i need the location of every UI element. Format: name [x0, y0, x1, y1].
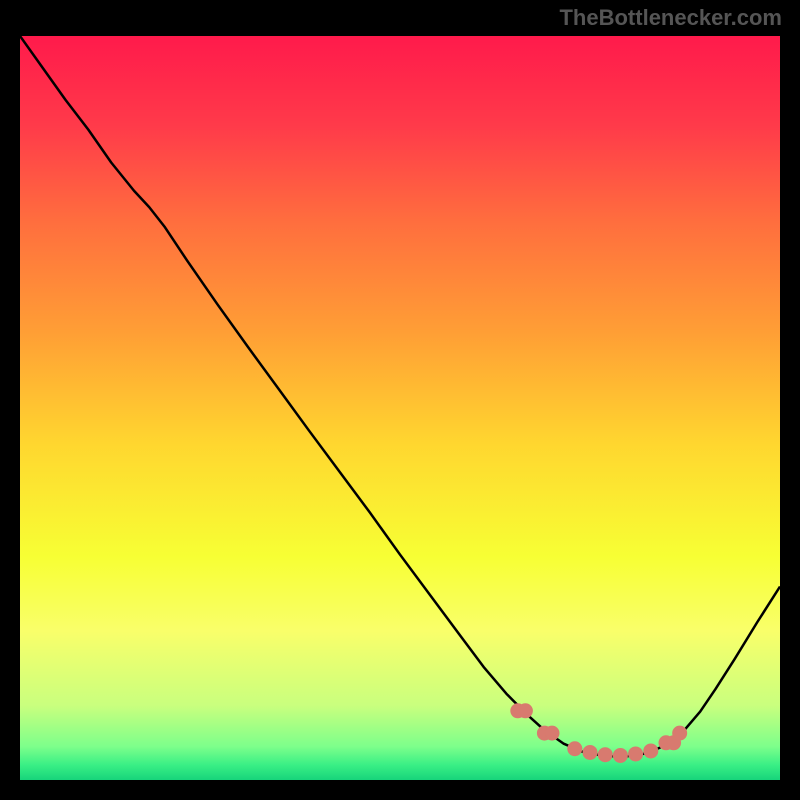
data-dot [598, 748, 612, 762]
data-dot [644, 744, 658, 758]
data-dot [673, 726, 687, 740]
data-dot [568, 742, 582, 756]
chart-frame: TheBottlenecker.com [0, 0, 800, 800]
curve-overlay [20, 36, 780, 780]
data-dot [583, 745, 597, 759]
plot-area [20, 36, 780, 780]
bottleneck-curve [20, 36, 780, 756]
data-dot [629, 747, 643, 761]
data-dot [518, 704, 532, 718]
watermark-text: TheBottlenecker.com [559, 5, 782, 31]
data-dot [613, 748, 627, 762]
data-dot [545, 726, 559, 740]
